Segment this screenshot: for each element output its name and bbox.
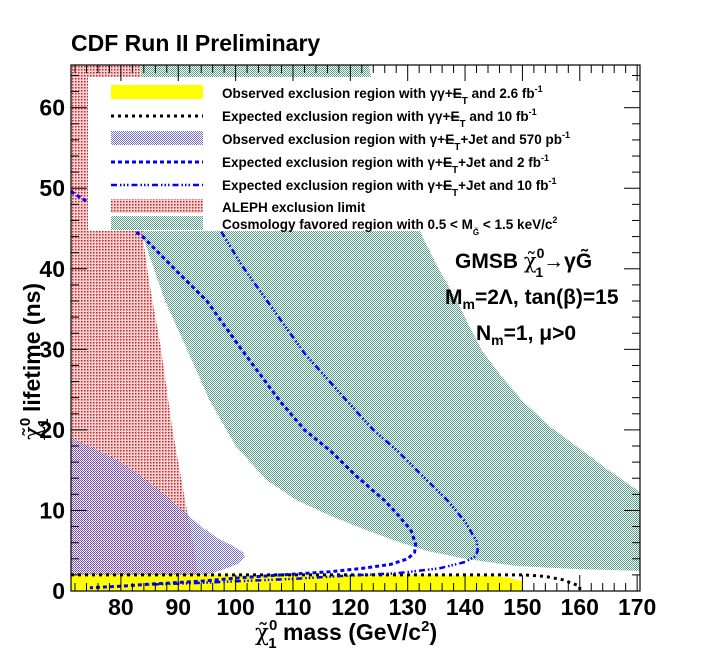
- legend-entry-label: Expected exclusion region with γ+ET+Jet …: [222, 153, 549, 176]
- legend-swatch-yellow: [111, 85, 203, 99]
- legend-entry-label: Observed exclusion region with γ+ET+Jet …: [222, 130, 570, 153]
- legend-swatch-red: [111, 199, 203, 213]
- x-tick-label: 120: [331, 594, 369, 620]
- x-tick-label: 100: [216, 594, 254, 620]
- expected-diphoton-line: [71, 573, 582, 591]
- legend-swatch-purple: [111, 131, 203, 145]
- tick-labels: 80 90 100 110 120 130 140 150 160 170 0 10 20 30 40 50 6…: [39, 95, 656, 620]
- svg-text:Nm=1, μ>0: Nm=1, μ>0: [476, 322, 576, 348]
- legend-entry-label: ALEPH exclusion limit: [222, 200, 366, 215]
- axis-ticks: [71, 65, 640, 592]
- x-tick-label: 170: [618, 594, 656, 620]
- x-tick-label: 80: [108, 594, 134, 620]
- legend-swatch-green: [111, 216, 203, 230]
- x-tick-label: 160: [561, 594, 599, 620]
- x-tick-label: 140: [446, 594, 484, 620]
- x-tick-label: 110: [274, 594, 311, 620]
- y-axis-title: χ̃01 lifetime (ns): [17, 283, 52, 440]
- legend-entry-label: Observed exclusion region with γγ+ET and…: [222, 84, 543, 107]
- y-tick-label: 60: [39, 95, 65, 121]
- svg-text:Mm=2Λ, tan(β)=15: Mm=2Λ, tan(β)=15: [445, 286, 619, 312]
- expected-jet-2fb-line: [71, 190, 418, 590]
- observed-diphoton-region: [71, 574, 523, 591]
- x-tick-label: 130: [389, 594, 427, 620]
- y-tick-label: 0: [52, 578, 65, 604]
- y-tick-label: 40: [39, 256, 65, 282]
- annotation-gmsb: GMSB χ̃0 1→γG̃: [455, 245, 592, 280]
- x-axis-title: χ̃0 1 mass (GeV/c2): [255, 617, 437, 652]
- legend-entry-label: Expected exclusion region with γ+ET+Jet …: [222, 176, 557, 199]
- expected-jet-10fb-line: [149, 231, 479, 586]
- y-tick-label: 30: [39, 336, 65, 362]
- legend: Observed exclusion region with γγ+ET and…: [111, 84, 570, 237]
- annotation-params: Mm=2Λ, tan(β)=15: [445, 286, 619, 312]
- annotation-nm: Nm=1, μ>0: [476, 322, 576, 348]
- observed-jet-region: [71, 438, 245, 591]
- y-tick-label: 50: [39, 175, 65, 201]
- plot-frame: [70, 64, 641, 592]
- y-tick-label: 10: [39, 497, 65, 523]
- legend-entry-label: Expected exclusion region with γγ+ET and…: [222, 107, 537, 130]
- x-tick-label: 90: [165, 594, 191, 620]
- chart-title: CDF Run II Preliminary: [71, 30, 321, 56]
- y-tick-label: 20: [39, 417, 65, 443]
- svg-text:GMSB χ̃01→γG̃: GMSB χ̃0 1→γG̃: [455, 245, 592, 280]
- x-tick-label: 150: [503, 594, 541, 620]
- legend-entry-label: Cosmology favored region with 0.5 < MG̃ …: [222, 215, 557, 237]
